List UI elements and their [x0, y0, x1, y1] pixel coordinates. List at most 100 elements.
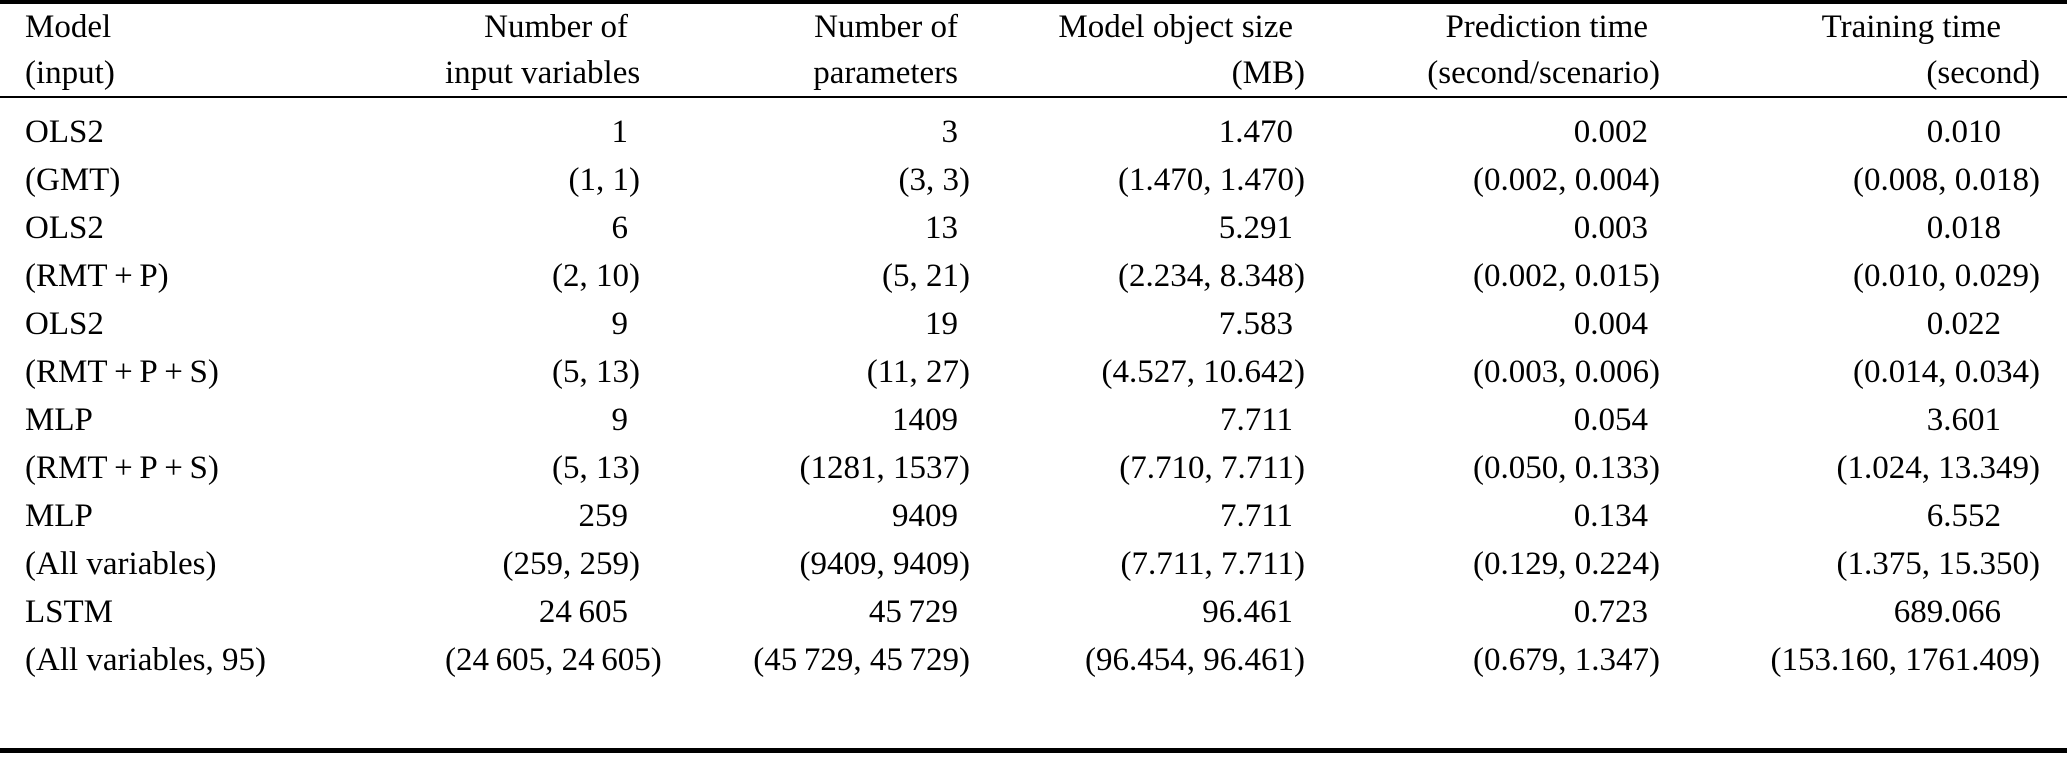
value-range: (0.129, 0.224)	[1473, 546, 1660, 582]
cell-parameters: 9409 (9409, 9409)	[640, 492, 970, 588]
value-range: (0.008, 0.018)	[1853, 162, 2040, 198]
cell-training-time: 3.601 (1.024, 13.349)	[1660, 396, 2067, 492]
cell-parameters: 3 (3, 3)	[640, 97, 970, 204]
value: 0.004	[1573, 306, 1648, 342]
model-input: (RMT + P)	[25, 258, 169, 294]
header-line: Model object size	[1058, 9, 1293, 45]
value: 19	[925, 306, 958, 342]
value: 9409	[892, 498, 958, 534]
cell-parameters: 13 (5, 21)	[640, 204, 970, 300]
cell-parameters: 45 729 (45 729, 45 729)	[640, 588, 970, 718]
value-range: (3, 3)	[898, 162, 970, 198]
cell-model: MLP (All variables)	[0, 492, 445, 588]
header-line: Number of	[484, 9, 628, 45]
model-input: (RMT + P + S)	[25, 450, 219, 486]
col-header-model: Model (input)	[0, 4, 445, 98]
value-range: (7.711, 7.711)	[1120, 546, 1305, 582]
header-line: parameters	[813, 55, 958, 91]
table-body: OLS2 (GMT) 1 (1, 1) 3 (3, 3) 1.470 (1.47…	[0, 97, 2067, 718]
cell-training-time: 6.552 (1.375, 15.350)	[1660, 492, 2067, 588]
cell-model: MLP (RMT + P + S)	[0, 396, 445, 492]
value: 7.583	[1218, 306, 1293, 342]
cell-object-size: 96.461 (96.454, 96.461)	[970, 588, 1305, 718]
header-line: input variables	[445, 55, 641, 91]
col-header-prediction-time: Prediction time (second/scenario)	[1305, 4, 1660, 98]
cell-training-time: 0.018 (0.010, 0.029)	[1660, 204, 2067, 300]
table-row: LSTM (All variables, 95) 24 605 (24 605,…	[0, 588, 2067, 718]
model-name: OLS2	[25, 210, 104, 246]
value-range: (5, 21)	[882, 258, 970, 294]
table-row: OLS2 (RMT + P) 6 (2, 10) 13 (5, 21) 5.29…	[0, 204, 2067, 300]
value: 0.723	[1573, 594, 1648, 630]
value-range: (153.160, 1761.409)	[1770, 642, 2040, 678]
table: Model (input) Number of input variables …	[0, 4, 2067, 718]
header-line: (input)	[25, 55, 115, 91]
header-line: (MB)	[1231, 55, 1305, 91]
value: 6	[611, 210, 629, 246]
value: 3.601	[1926, 402, 2001, 438]
value-range: (0.002, 0.015)	[1473, 258, 1660, 294]
value-range: (5, 13)	[552, 450, 640, 486]
cell-input-variables: 9 (5, 13)	[445, 396, 640, 492]
cell-input-variables: 9 (5, 13)	[445, 300, 640, 396]
value-range: (9409, 9409)	[799, 546, 970, 582]
cell-input-variables: 1 (1, 1)	[445, 97, 640, 204]
cell-object-size: 7.711 (7.710, 7.711)	[970, 396, 1305, 492]
table-row: MLP (RMT + P + S) 9 (5, 13) 1409 (1281, …	[0, 396, 2067, 492]
value-range: (24 605, 24 605)	[445, 642, 662, 678]
cell-prediction-time: 0.003 (0.002, 0.015)	[1305, 204, 1660, 300]
cell-training-time: 689.066 (153.160, 1761.409)	[1660, 588, 2067, 718]
value: 24 605	[538, 594, 628, 630]
value-range: (2.234, 8.348)	[1118, 258, 1305, 294]
model-input: (All variables)	[25, 546, 217, 582]
value: 0.054	[1573, 402, 1648, 438]
header-line: Model	[25, 9, 112, 45]
table-row: OLS2 (GMT) 1 (1, 1) 3 (3, 3) 1.470 (1.47…	[0, 97, 2067, 204]
value-range: (2, 10)	[552, 258, 640, 294]
value: 1.470	[1218, 114, 1293, 150]
value: 259	[578, 498, 629, 534]
value-range: (1, 1)	[568, 162, 640, 198]
cell-prediction-time: 0.002 (0.002, 0.004)	[1305, 97, 1660, 204]
value-range: (7.710, 7.711)	[1119, 450, 1305, 486]
model-name: OLS2	[25, 306, 104, 342]
value-range: (1.024, 13.349)	[1836, 450, 2040, 486]
value: 0.003	[1573, 210, 1648, 246]
value: 6.552	[1926, 498, 2001, 534]
header-line: (second/scenario)	[1427, 55, 1660, 91]
value: 0.134	[1573, 498, 1648, 534]
value-range: (0.050, 0.133)	[1473, 450, 1660, 486]
model-name: OLS2	[25, 114, 104, 150]
value-range: (1.375, 15.350)	[1836, 546, 2040, 582]
cell-model: OLS2 (RMT + P + S)	[0, 300, 445, 396]
header-line: Number of	[814, 9, 958, 45]
col-header-object-size: Model object size (MB)	[970, 4, 1305, 98]
cell-training-time: 0.010 (0.008, 0.018)	[1660, 97, 2067, 204]
model-name: MLP	[25, 402, 93, 438]
value-range: (1.470, 1.470)	[1118, 162, 1305, 198]
value-range: (96.454, 96.461)	[1085, 642, 1305, 678]
cell-prediction-time: 0.054 (0.050, 0.133)	[1305, 396, 1660, 492]
table-row: OLS2 (RMT + P + S) 9 (5, 13) 19 (11, 27)…	[0, 300, 2067, 396]
header-line: (second)	[1926, 55, 2040, 91]
model-name: MLP	[25, 498, 93, 534]
cell-input-variables: 24 605 (24 605, 24 605)	[445, 588, 662, 718]
model-input: (All variables, 95)	[25, 642, 267, 678]
model-input: (GMT)	[25, 162, 121, 198]
col-header-input-variables: Number of input variables	[445, 4, 641, 98]
value-range: (11, 27)	[866, 354, 970, 390]
value-range: (4.527, 10.642)	[1101, 354, 1305, 390]
value: 0.010	[1926, 114, 2001, 150]
value: 1	[611, 114, 629, 150]
header-line: Prediction time	[1445, 9, 1648, 45]
value: 689.066	[1893, 594, 2001, 630]
value-range: (45 729, 45 729)	[753, 642, 970, 678]
cell-object-size: 1.470 (1.470, 1.470)	[970, 97, 1305, 204]
value: 0.022	[1926, 306, 2001, 342]
cell-parameters: 19 (11, 27)	[640, 300, 970, 396]
value: 9	[611, 306, 629, 342]
cell-input-variables: 6 (2, 10)	[445, 204, 640, 300]
value-range: (259, 259)	[502, 546, 640, 582]
col-header-parameters: Number of parameters	[640, 4, 970, 98]
